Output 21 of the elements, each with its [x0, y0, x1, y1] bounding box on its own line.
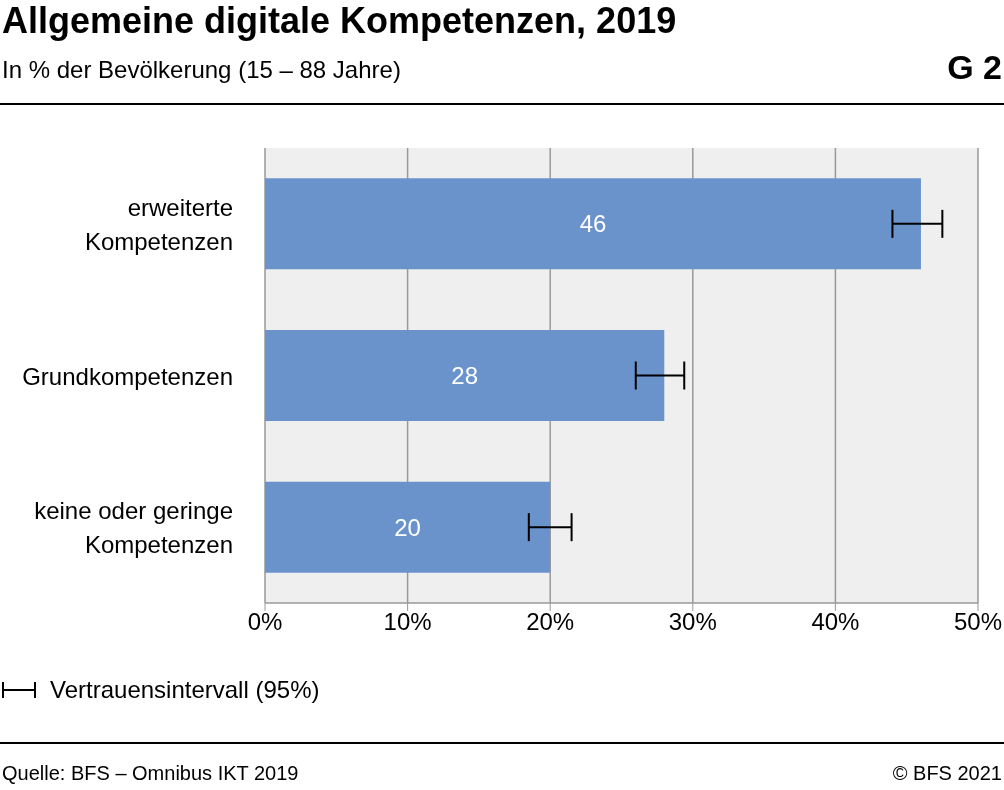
y-tick-label: keine oder geringe Kompetenzen [34, 496, 233, 558]
y-tick-label: erweiterte Kompetenzen [84, 193, 233, 255]
x-tick-label: 30% [668, 608, 717, 636]
x-tick-label: 0% [247, 608, 283, 636]
x-tick-label: 10% [383, 608, 432, 636]
data-label: 28 [451, 362, 478, 390]
bar [265, 178, 921, 270]
y-tick-label: Grundkompetenzen [22, 362, 233, 389]
x-tick-label: 50% [953, 608, 1003, 636]
text: G 2 [947, 48, 1002, 87]
x-tick-label: 40% [811, 608, 860, 636]
x-tick-label: 20% [526, 608, 575, 636]
data-label: 46 [579, 210, 607, 238]
chart-title: Allgemeine digitale Kompetenzen, 2019 [2, 0, 677, 42]
text: © BFS 2021 [892, 762, 1002, 785]
bar [265, 330, 665, 421]
text: Vertrauensintervall (95%) [50, 676, 320, 704]
chart-subtitle: In % der Bevölkerung (15 – 88 Jahre) [2, 56, 401, 84]
source-note: Quelle: BFS – Omnibus IKT 2019 [2, 762, 299, 785]
bar [265, 481, 551, 573]
data-label: 20 [394, 513, 421, 541]
